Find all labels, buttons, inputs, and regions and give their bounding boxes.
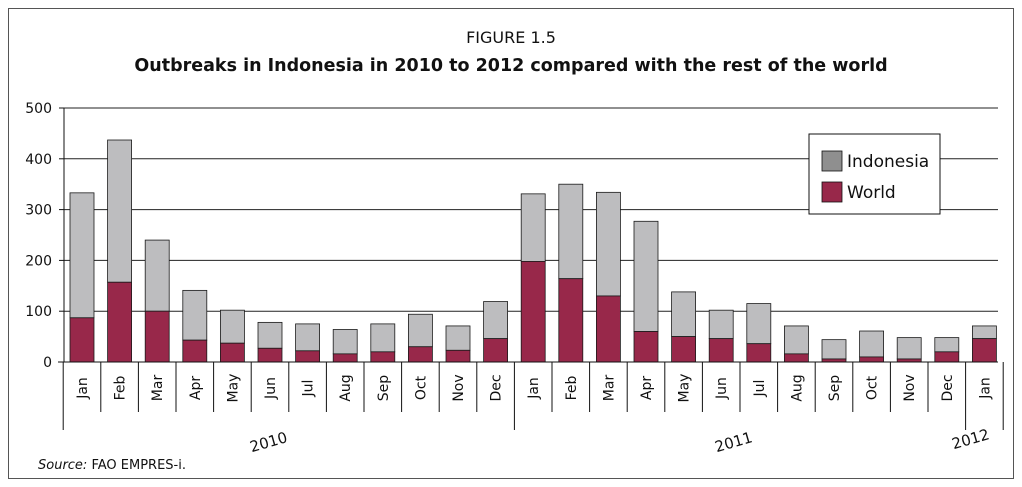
x-tick-label: Feb <box>564 375 580 400</box>
bar-indonesia <box>671 291 696 337</box>
bar-indonesia <box>596 191 621 297</box>
bar-world <box>784 353 809 363</box>
x-tick-label: Apr <box>639 376 655 400</box>
bar-indonesia <box>784 325 809 355</box>
x-tick-label: Jun <box>263 377 279 400</box>
bar-indonesia <box>859 330 884 358</box>
x-tick-label: Jun <box>714 377 730 400</box>
legend-swatch-world <box>821 181 843 203</box>
x-tick-label: Oct <box>865 375 881 400</box>
x-tick-label: Aug <box>338 374 354 401</box>
bar-world <box>520 261 546 363</box>
axes-layer <box>58 107 1004 430</box>
source-label: Source: <box>38 458 88 473</box>
bar-indonesia <box>746 303 772 345</box>
figure-label: FIGURE 1.5 <box>466 28 556 47</box>
x-tick-label: Mar <box>601 375 617 402</box>
x-tick-label: Mar <box>150 375 166 402</box>
legend-label-indonesia: Indonesia <box>847 152 929 172</box>
x-tick-label: Sep <box>376 375 392 402</box>
x-tick-label: Aug <box>789 374 805 401</box>
bar-world <box>596 295 621 363</box>
year-label: 2011 <box>713 428 755 456</box>
bar-indonesia <box>708 309 734 340</box>
source-text: FAO EMPRES-i. <box>91 458 186 473</box>
x-tick-label: Jan <box>75 377 91 400</box>
x-tick-label: Jan <box>526 377 542 400</box>
legend-swatch-indonesia <box>821 150 843 172</box>
bar-world <box>558 278 584 363</box>
x-tick-label: Feb <box>113 375 129 400</box>
bar-indonesia <box>257 321 283 349</box>
bar-indonesia <box>934 337 960 353</box>
year-label: 2012 <box>950 425 992 453</box>
bar-world <box>934 351 960 363</box>
bar-indonesia <box>445 325 471 351</box>
bar-world <box>483 338 509 363</box>
bar-world <box>219 342 245 363</box>
y-tick-label: 300 <box>25 203 52 219</box>
bar-world <box>182 339 208 363</box>
bar-world <box>257 347 283 363</box>
x-tick-label: Nov <box>902 374 918 401</box>
bar-world <box>633 331 659 363</box>
bar-indonesia <box>69 192 95 319</box>
bar-indonesia <box>821 339 847 360</box>
bar-world <box>859 356 884 363</box>
x-tick-label: Oct <box>413 375 429 400</box>
bar-world <box>671 336 696 363</box>
source-note: Source: FAO EMPRES-i. <box>38 458 186 473</box>
bar-indonesia <box>295 323 321 352</box>
bar-indonesia <box>520 193 546 262</box>
bar-indonesia <box>972 325 997 340</box>
x-tick-label: Jul <box>752 380 768 398</box>
bar-world <box>445 349 471 363</box>
y-tick-label: 500 <box>25 101 52 117</box>
bar-indonesia <box>483 301 509 340</box>
bar-indonesia <box>370 323 396 353</box>
bar-world <box>746 343 772 363</box>
legend: Indonesia World <box>808 133 941 215</box>
bar-indonesia <box>144 239 170 312</box>
bar-indonesia <box>407 313 433 348</box>
bar-indonesia <box>182 289 208 341</box>
legend-label-world: World <box>847 183 896 203</box>
bar-indonesia <box>219 309 245 344</box>
bar-world <box>144 310 170 363</box>
bars-layer <box>69 139 997 363</box>
x-tick-label: Dec <box>940 374 956 401</box>
bar-indonesia <box>896 337 922 360</box>
chart-title: Outbreaks in Indonesia in 2010 to 2012 c… <box>134 56 888 76</box>
bar-world <box>69 317 95 363</box>
y-tick-label: 0 <box>43 355 52 371</box>
bar-indonesia <box>107 139 132 283</box>
x-tick-label: May <box>225 374 241 403</box>
bar-world <box>107 281 132 363</box>
x-tick-label: Sep <box>827 375 843 402</box>
bar-indonesia <box>633 220 659 332</box>
bar-world <box>332 353 358 363</box>
x-tick-label: Nov <box>451 374 467 401</box>
x-tick-label: Jul <box>301 380 317 398</box>
x-tick-label: Apr <box>188 376 204 400</box>
x-tick-label: May <box>677 374 693 403</box>
bar-world <box>407 346 433 363</box>
y-tick-label: 200 <box>25 253 52 269</box>
year-label: 2010 <box>248 428 290 456</box>
bar-world <box>295 350 321 363</box>
bar-indonesia <box>558 183 584 280</box>
x-tick-label: Dec <box>489 374 505 401</box>
y-tick-label: 100 <box>25 304 52 320</box>
y-tick-label: 400 <box>25 152 52 168</box>
bar-world <box>972 338 997 363</box>
bar-world <box>370 351 396 363</box>
x-tick-label: Jan <box>977 377 993 400</box>
bar-indonesia <box>332 329 358 355</box>
bar-world <box>708 338 734 363</box>
